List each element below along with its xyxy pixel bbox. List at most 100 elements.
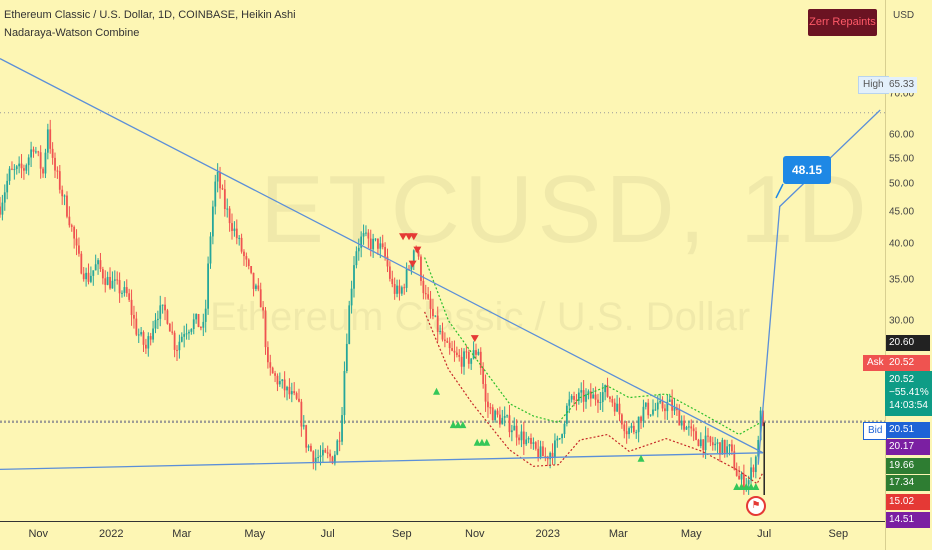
candle-body xyxy=(374,238,377,240)
candle-body xyxy=(13,169,16,171)
x-tick-label: 2023 xyxy=(535,528,560,540)
candle-body xyxy=(286,386,288,391)
candle-body xyxy=(149,336,152,340)
candle-body xyxy=(463,351,465,367)
candle-body xyxy=(331,456,334,464)
candle-body xyxy=(656,402,659,410)
candle-body xyxy=(709,436,712,443)
candle-body xyxy=(66,195,68,217)
candle-body xyxy=(202,321,205,328)
x-tick-label: Mar xyxy=(172,528,192,540)
candle-body xyxy=(750,467,752,481)
candle-body xyxy=(80,253,83,274)
candle-body xyxy=(51,148,54,158)
target-callout[interactable]: 48.15 xyxy=(783,156,831,184)
candle-body xyxy=(94,264,97,271)
candle-body xyxy=(606,385,609,397)
candle-body xyxy=(506,415,508,417)
price-tag-20-17: 20.17 xyxy=(886,439,930,455)
candle-body xyxy=(338,440,341,442)
x-tick-label: May xyxy=(680,528,702,540)
candle-body xyxy=(113,279,116,281)
candle-body xyxy=(106,276,109,285)
y-tick-label: 60.00 xyxy=(889,129,915,141)
candle-body xyxy=(439,330,442,332)
upper-band xyxy=(424,257,764,436)
candle-body xyxy=(49,129,52,149)
candle-body xyxy=(247,259,250,267)
candle-body xyxy=(386,256,389,267)
repaint-badge: Zerr Repaints xyxy=(808,9,877,36)
candle-body xyxy=(649,414,652,416)
candle-body xyxy=(226,208,229,210)
candle-body xyxy=(472,350,475,359)
candle-body xyxy=(23,168,25,171)
candle-body xyxy=(360,236,363,248)
candle-body xyxy=(68,216,71,226)
candle-body xyxy=(367,232,370,239)
candle-body xyxy=(632,425,635,433)
candle-body xyxy=(15,166,18,170)
candle-body xyxy=(18,163,21,167)
candle-body xyxy=(305,425,308,448)
candle-body xyxy=(496,410,499,415)
watermark-name: Ethereum Classic / U.S. Dollar xyxy=(210,295,751,339)
candle-body xyxy=(762,410,764,426)
candle-body xyxy=(333,454,336,464)
candle-body xyxy=(714,443,717,446)
candle-body xyxy=(345,343,348,372)
candle-body xyxy=(479,351,482,368)
candle-body xyxy=(570,396,573,400)
candle-body xyxy=(453,350,456,353)
candle-body xyxy=(192,319,195,330)
candle-body xyxy=(54,157,56,171)
candle-body xyxy=(429,298,432,309)
candle-body xyxy=(188,331,190,334)
candle-body xyxy=(238,237,241,239)
candle-body xyxy=(300,401,303,427)
candle-body xyxy=(178,341,181,351)
candle-body xyxy=(556,438,559,441)
candle-body xyxy=(185,333,188,335)
candle-body xyxy=(168,323,171,332)
candle-body xyxy=(654,409,657,411)
candle-body xyxy=(573,396,575,400)
us-flag-event-icon[interactable]: ⚑ xyxy=(746,496,766,516)
candle-body xyxy=(388,266,391,279)
candle-body xyxy=(42,168,44,174)
candle-body xyxy=(510,430,513,433)
candle-body xyxy=(128,293,131,300)
buy-signal-icon xyxy=(433,387,441,395)
candle-body xyxy=(101,269,104,279)
candle-body xyxy=(685,426,688,430)
candle-body xyxy=(243,251,245,257)
candle-body xyxy=(427,294,430,299)
bar-countdown: 14:03:54 xyxy=(889,400,928,411)
chart-title[interactable]: Ethereum Classic / U.S. Dollar, 1D, COIN… xyxy=(4,9,296,21)
candle-body xyxy=(448,342,451,349)
candle-body xyxy=(400,287,403,294)
price-chart[interactable] xyxy=(0,0,885,522)
candle-body xyxy=(176,349,178,351)
candle-body xyxy=(561,434,563,439)
candle-body xyxy=(527,438,530,440)
candle-body xyxy=(161,304,164,306)
candle-body xyxy=(73,226,76,239)
indicator-name[interactable]: Nadaraya-Watson Combine xyxy=(4,27,140,39)
candle-body xyxy=(46,129,49,153)
candle-body xyxy=(664,408,666,412)
candle-body xyxy=(544,456,547,458)
candle-body xyxy=(173,332,176,350)
candle-body xyxy=(695,431,697,440)
candle-body xyxy=(687,426,690,428)
candle-body xyxy=(434,315,437,317)
candle-body xyxy=(283,379,286,391)
candle-body xyxy=(673,407,676,411)
candle-body xyxy=(539,446,542,458)
candle-body xyxy=(274,373,276,376)
candle-body xyxy=(393,284,396,294)
candle-body xyxy=(58,171,61,190)
candle-body xyxy=(640,416,642,422)
candle-body xyxy=(726,446,729,453)
candle-body xyxy=(644,402,647,407)
